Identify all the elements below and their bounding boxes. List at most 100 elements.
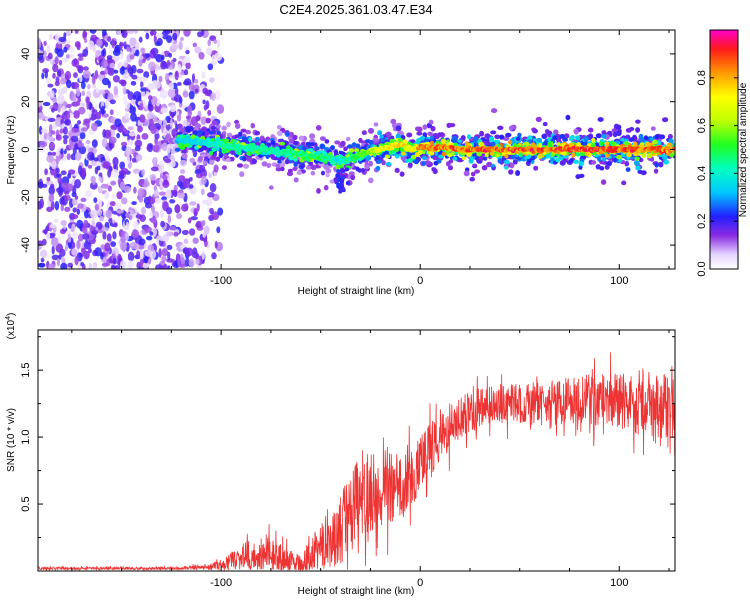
spectrogram-noise-speckle: [188, 228, 196, 236]
spectrogram-ridge-cell: [527, 135, 533, 141]
spectrogram-ridge-cell: [460, 135, 466, 141]
spectrogram-noise-speckle: [126, 30, 135, 34]
spectrogram-noise-speckle: [39, 198, 44, 209]
spectrogram-ridge-cell: [597, 117, 604, 122]
spectrogram-noise-speckle: [41, 238, 47, 246]
spectrogram-ridge-cell: [428, 119, 434, 125]
spectrogram-noise-speckle: [90, 153, 95, 161]
spectrogram-noise-speckle: [201, 250, 205, 260]
spectrogram-noise-speckle: [99, 215, 105, 222]
spectrogram-noise-speckle: [176, 113, 182, 122]
spectrogram-ridge-cell: [535, 116, 542, 122]
spectrogram-noise-speckle: [107, 36, 112, 42]
spectrogram-ridge-cell: [591, 160, 597, 165]
spectrogram-noise-speckle: [216, 226, 221, 234]
spectrogram-noise-speckle: [65, 110, 71, 120]
spectrogram-noise-speckle: [50, 159, 57, 170]
spectrogram-noise-speckle: [71, 256, 75, 266]
spectrogram-noise-speckle: [67, 172, 72, 179]
spectrogram-ridge-cell: [346, 144, 353, 149]
spectrogram-noise-speckle: [150, 47, 159, 56]
spectrogram-ridge-cell: [265, 154, 270, 159]
spectrogram-noise-speckle: [211, 211, 220, 220]
spectrogram-noise-speckle: [155, 54, 164, 63]
spectrogram-noise-speckle: [166, 35, 173, 44]
spectrogram-noise-speckle: [76, 219, 84, 229]
spectrogram-noise-speckle: [143, 243, 147, 249]
spectrogram-ridge-cell: [385, 131, 392, 137]
spectrogram-ridge-cell: [504, 165, 509, 170]
spectrogram-ridge-cell: [221, 165, 227, 171]
spectrogram-ridge-cell: [497, 125, 504, 130]
spectrogram-noise-speckle: [146, 83, 155, 91]
spectrogram-noise-speckle: [214, 240, 218, 249]
spectrogram-noise-speckle: [175, 123, 179, 130]
colorbar: 0.0 0.2 0.4 0.6 0.8 Normalized spectral ampl…: [696, 29, 749, 277]
spectrogram-noise-speckle: [82, 233, 90, 240]
spectrogram-noise-speckle: [130, 80, 137, 86]
spectrogram-ridge-cell: [499, 134, 505, 140]
spectrogram-x-label: Height of straight line (km): [298, 286, 415, 297]
spectrogram-noise-speckle: [166, 207, 173, 215]
spectrogram-noise-speckle: [138, 238, 146, 246]
spectrogram-ridge-cell: [260, 142, 265, 148]
spectrogram-ridge-cell: [623, 141, 629, 146]
spectrogram-ridge-cell: [288, 131, 294, 138]
spectrogram-noise-speckle: [95, 112, 102, 120]
spectrogram-noise-speckle: [182, 178, 190, 189]
spectrogram-noise-speckle: [201, 71, 206, 79]
spectrogram-ridge-cell: [547, 142, 552, 148]
spectrogram-noise-speckle: [200, 30, 205, 36]
spectrogram-noise-speckle: [173, 94, 182, 103]
spectrogram-noise-speckle: [78, 233, 84, 242]
spectrogram-noise-speckle: [69, 123, 73, 130]
spectrogram-ridge-cell: [578, 161, 584, 167]
spectrogram-y-ticks: -40 -20 0 20 40: [20, 48, 675, 253]
spectrogram-noise-speckle: [121, 141, 128, 147]
spectrogram-noise-speckle: [169, 226, 177, 231]
spectrogram-noise-speckle: [113, 69, 119, 74]
spectrogram-noise-speckle: [100, 244, 106, 250]
spectrogram-noise-speckle: [149, 174, 157, 181]
spectrogram-noise-speckle: [188, 177, 193, 182]
spectrogram-noise-speckle: [194, 46, 202, 54]
spectrogram-ridge-cell: [276, 130, 283, 136]
spectrogram-ridge-cell: [453, 142, 459, 147]
spectrogram-noise-speckle: [135, 49, 140, 57]
spectrogram-noise-speckle: [162, 180, 170, 189]
spectrogram-noise-speckle: [91, 122, 98, 132]
snr-y-ticks: 0.5 1.0 1.5: [20, 336, 675, 539]
spectrogram-ridge-cell: [277, 159, 282, 164]
spectrogram-noise-speckle: [54, 218, 59, 223]
spectrogram-ridge-cell: [335, 173, 340, 178]
spectrogram-noise-speckle: [161, 248, 169, 257]
spectrogram-noise-speckle: [72, 207, 77, 213]
spectrogram-noise-speckle: [76, 142, 85, 148]
spectrogram-noise-speckle: [182, 90, 189, 98]
spectrogram-noise-speckle: [161, 54, 165, 61]
spectrogram-ridge-cell: [472, 163, 478, 168]
spectrogram-noise-speckle: [179, 159, 187, 167]
spectrogram-noise-speckle: [87, 83, 91, 90]
spectrogram-ridge-cell: [639, 137, 646, 143]
spectrogram-noise-speckle: [76, 65, 84, 70]
spectrogram-ridge-cell: [340, 140, 346, 147]
spectrogram-noise-speckle: [158, 164, 165, 174]
spectrogram-y-tick-label: -20: [20, 189, 32, 205]
spectrogram-ridge-cell: [343, 147, 348, 152]
spectrogram-ridge-cell: [583, 136, 589, 142]
spectrogram-noise-speckle: [166, 144, 171, 154]
spectrogram-noise-speckle: [44, 168, 48, 176]
spectrogram-ridge-cell: [234, 134, 240, 139]
spectrogram-noise-speckle: [120, 197, 128, 205]
spectrogram-noise-speckle: [150, 166, 159, 172]
spectrogram-ridge-cell: [238, 131, 243, 137]
spectrogram-noise-speckle: [39, 140, 47, 148]
spectrogram-noise-speckle: [155, 33, 164, 38]
spectrogram-ridge-cell: [659, 134, 666, 140]
spectrogram-ridge-cell: [235, 123, 241, 129]
spectrogram-ridge-cell: [275, 163, 281, 169]
spectrogram-ridge-cell: [185, 126, 191, 131]
snr-x-label: Height of straight line (km): [298, 586, 415, 597]
spectrogram-noise-speckle: [164, 158, 172, 164]
